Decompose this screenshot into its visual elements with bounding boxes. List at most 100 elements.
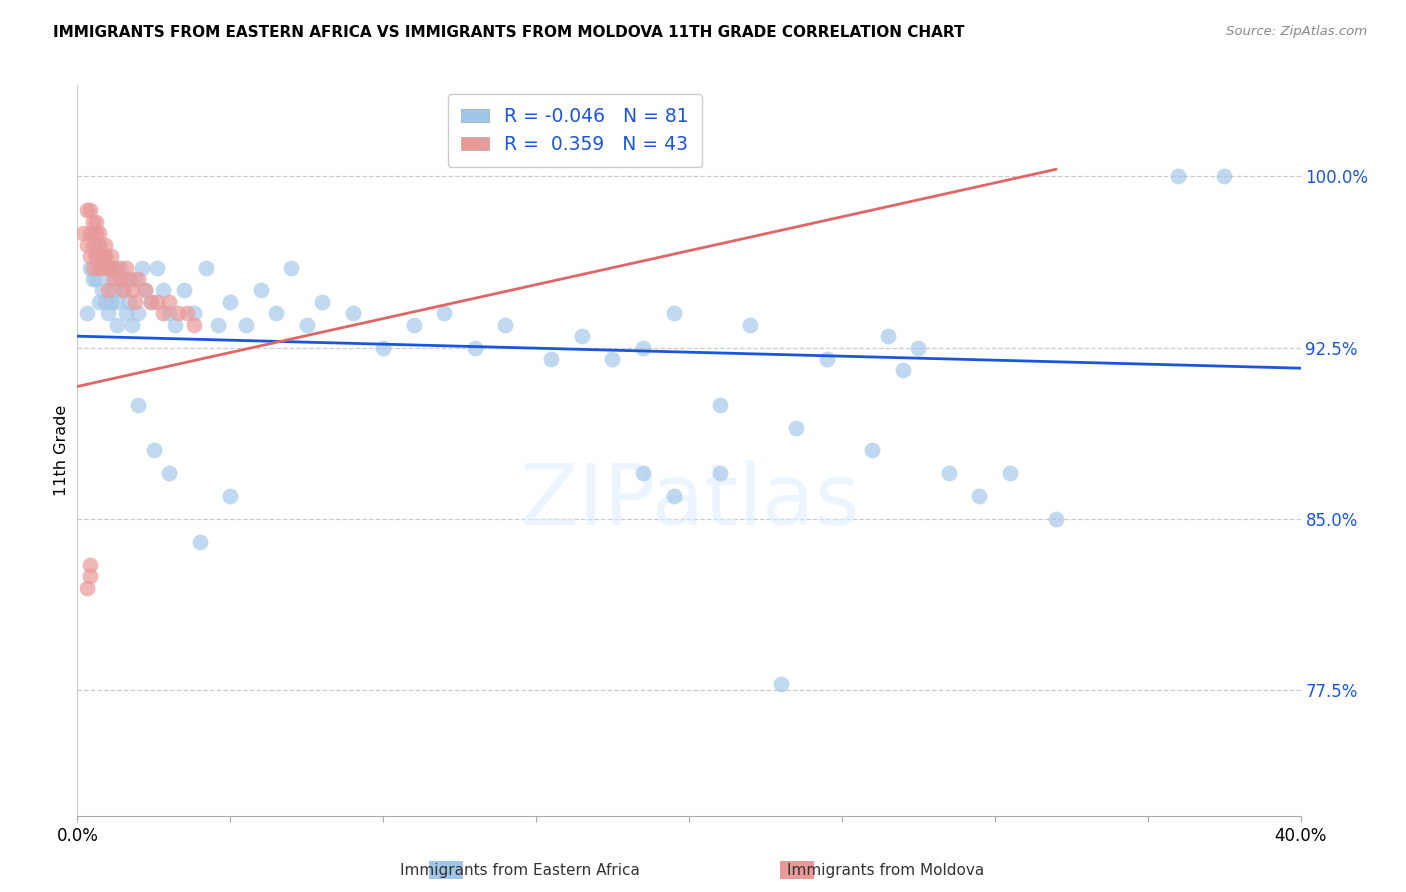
Point [311, 294, 333, 309]
Point [139, 294, 162, 309]
Point [127, 272, 149, 286]
Point [142, 443, 165, 458]
Point [112, 284, 135, 298]
Point [121, 318, 143, 332]
Text: IMMIGRANTS FROM EASTERN AFRICA VS IMMIGRANTS FROM MOLDOVA 11TH GRADE CORRELATION: IMMIGRANTS FROM EASTERN AFRICA VS IMMIGR… [53, 25, 965, 40]
Point [235, 318, 257, 332]
Point [82, 227, 104, 241]
Point [108, 272, 131, 286]
Point [94, 249, 117, 263]
Point [82, 260, 104, 275]
Point [219, 489, 242, 503]
Point [79, 203, 101, 218]
Point [157, 306, 180, 320]
Point [90, 260, 112, 275]
Point [84, 249, 107, 263]
Point [157, 467, 180, 481]
Point [907, 341, 929, 355]
Point [100, 294, 122, 309]
Point [662, 489, 685, 503]
Point [76, 581, 98, 595]
Point [207, 318, 229, 332]
Point [121, 284, 143, 298]
Point [76, 306, 98, 320]
Point [72, 227, 94, 241]
Point [94, 237, 117, 252]
Y-axis label: 11th Grade: 11th Grade [53, 405, 69, 496]
Point [152, 284, 174, 298]
Point [167, 306, 190, 320]
Point [631, 341, 654, 355]
Point [87, 237, 110, 252]
Point [146, 260, 169, 275]
Point [112, 284, 135, 298]
Point [103, 272, 125, 286]
Point [94, 249, 117, 263]
Point [90, 284, 112, 298]
Point [495, 318, 517, 332]
Point [1213, 169, 1236, 183]
Point [76, 203, 98, 218]
Point [82, 237, 104, 252]
Point [464, 341, 486, 355]
Point [938, 467, 960, 481]
Point [118, 272, 141, 286]
Point [103, 284, 125, 298]
Point [769, 676, 792, 690]
Point [79, 569, 101, 583]
Point [998, 467, 1021, 481]
Point [131, 260, 153, 275]
Point [87, 260, 110, 275]
Point [740, 318, 762, 332]
Point [84, 249, 107, 263]
Point [97, 284, 120, 298]
Point [571, 329, 593, 343]
Point [146, 294, 169, 309]
Point [103, 260, 125, 275]
Legend: R = -0.046   N = 81, R =  0.359   N = 43: R = -0.046 N = 81, R = 0.359 N = 43 [447, 95, 702, 167]
Point [124, 272, 146, 286]
Point [90, 260, 112, 275]
Point [79, 260, 101, 275]
Point [87, 237, 110, 252]
Point [785, 420, 807, 434]
Point [371, 341, 394, 355]
Point [100, 272, 122, 286]
Point [127, 306, 149, 320]
Point [76, 237, 98, 252]
Point [97, 306, 120, 320]
Point [82, 215, 104, 229]
Point [115, 260, 138, 275]
Point [79, 249, 101, 263]
Point [862, 443, 884, 458]
Point [115, 306, 138, 320]
Point [709, 467, 731, 481]
Point [183, 306, 205, 320]
Point [602, 351, 624, 366]
Point [891, 363, 914, 377]
Point [100, 260, 122, 275]
Point [87, 227, 110, 241]
Point [1167, 169, 1189, 183]
Point [433, 306, 456, 320]
Point [97, 260, 120, 275]
Point [157, 294, 180, 309]
Point [631, 467, 654, 481]
Text: Immigrants from Eastern Africa: Immigrants from Eastern Africa [401, 863, 640, 878]
Point [87, 249, 110, 263]
Point [118, 294, 141, 309]
Text: Immigrants from Moldova: Immigrants from Moldova [787, 863, 984, 878]
Point [105, 318, 128, 332]
Point [250, 284, 273, 298]
Point [176, 306, 198, 320]
Point [342, 306, 364, 320]
Point [194, 260, 217, 275]
Point [105, 294, 128, 309]
Point [97, 260, 120, 275]
Point [127, 398, 149, 412]
Point [84, 215, 107, 229]
Point [84, 272, 107, 286]
Point [105, 260, 128, 275]
Point [815, 351, 838, 366]
Point [134, 284, 156, 298]
